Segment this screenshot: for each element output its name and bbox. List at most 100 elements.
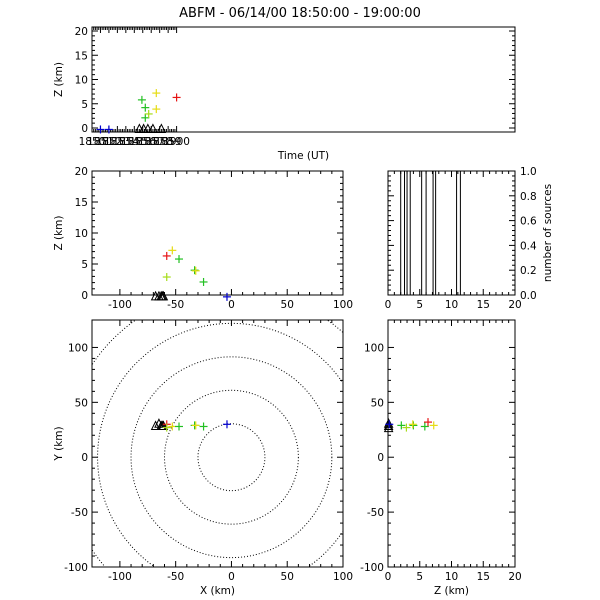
source-point — [162, 273, 171, 282]
source-point — [397, 421, 406, 430]
y-tick-label: -50 — [71, 507, 88, 519]
source-point — [402, 423, 411, 432]
x-tick-label: 20 — [508, 571, 521, 583]
x-tick-label: -100 — [108, 571, 132, 583]
x-tick-label: 1851 — [87, 136, 114, 148]
y-tick-label: 0.2 — [520, 265, 537, 277]
x-tick-label: 100 — [333, 299, 353, 311]
height-y-panel: 0 5 10 15 20 -100 -50 0 50 100 Z (km) — [360, 319, 522, 597]
x-tick-label: -50 — [167, 299, 184, 311]
source-point — [199, 277, 208, 286]
x-tick-label: 0 — [385, 571, 392, 583]
source-point — [199, 422, 208, 431]
source-point — [152, 105, 161, 114]
y-tick-label: 15 — [75, 197, 88, 209]
source-point — [137, 95, 146, 104]
source-point — [222, 420, 231, 429]
x-tick-label: 10 — [445, 299, 458, 311]
y-tick-label: 20 — [75, 26, 88, 38]
x-tick-label: 1856 — [129, 136, 156, 148]
source-point — [385, 420, 394, 429]
source-point — [141, 103, 150, 112]
source-point — [168, 422, 177, 431]
y-axis-label: Z (km) — [53, 62, 65, 97]
y-tick-label: 0 — [81, 290, 88, 302]
station-marker — [158, 290, 169, 301]
x-tick-label: -50 — [167, 571, 184, 583]
x-tick-label: 1854 — [112, 136, 139, 148]
source-point — [141, 113, 150, 122]
y-tick-label: 50 — [371, 397, 384, 409]
source-count-panel: 0 5 10 15 200.0 0.2 0.4 0.6 0.8 1.0 number of sour… — [385, 166, 554, 311]
y-tick-label: 0 — [377, 452, 384, 464]
y-tick-label: 5 — [81, 99, 88, 111]
source-point — [191, 421, 200, 430]
y-tick-label: 10 — [75, 228, 88, 240]
range-ring — [92, 320, 343, 567]
x-tick-label: 1857 — [138, 136, 165, 148]
source-point — [162, 251, 171, 260]
y-tick-label: -100 — [360, 562, 384, 574]
source-point — [190, 266, 199, 275]
range-ring — [164, 389, 299, 525]
y-tick-label: 20 — [75, 166, 88, 178]
range-ring — [197, 423, 266, 492]
x-tick-label: 1900 — [163, 136, 190, 148]
y-tick-label: 100 — [68, 342, 88, 354]
station-marker — [148, 123, 158, 133]
y-tick-label: 0 — [81, 123, 88, 135]
plan-view-panel: -100 -50 0 50 100 -100 -50 0 50 100 X (km) Y (km) — [53, 319, 353, 597]
x-axis-label: X (km) — [200, 585, 235, 597]
source-point — [191, 266, 200, 275]
source-point — [152, 89, 161, 98]
source-point — [429, 421, 438, 430]
station-marker — [150, 420, 161, 430]
y-tick-label: -50 — [367, 507, 384, 519]
source-count-series — [388, 170, 515, 296]
range-ring — [97, 322, 343, 567]
x-tick-label: -100 — [108, 299, 132, 311]
y-tick-label: 0.6 — [520, 216, 537, 228]
x-tick-label: 100 — [333, 571, 353, 583]
axes-frame — [91, 170, 344, 296]
source-point — [175, 422, 184, 431]
time-height-panel: 1850185118521853185418551856185718581859… — [53, 26, 516, 162]
x-tick-label: 0 — [228, 299, 235, 311]
y-tick-label: 100 — [364, 342, 384, 354]
station-marker — [143, 123, 153, 133]
station-marker — [383, 418, 394, 428]
figure-title: ABFM - 06/14/00 18:50:00 - 19:00:00 — [179, 6, 421, 21]
x-tick-label: 1850 — [79, 136, 106, 148]
x-tick-label: 0 — [385, 299, 392, 311]
y-tick-label: 5 — [81, 259, 88, 271]
axes-frame — [387, 319, 516, 568]
station-marker — [158, 420, 169, 430]
source-point — [175, 255, 184, 264]
source-point — [172, 93, 181, 102]
range-ring — [130, 356, 333, 559]
x-tick-label: 5 — [416, 571, 423, 583]
source-point — [424, 418, 433, 427]
x-tick-label: 1853 — [104, 136, 131, 148]
x-tick-label: 20 — [508, 299, 521, 311]
y-tick-label: 0.4 — [520, 240, 537, 252]
y-tick-label: 0.0 — [520, 290, 537, 302]
source-point — [168, 246, 177, 255]
source-point — [222, 292, 231, 301]
y-tick-label: -100 — [64, 562, 88, 574]
y-tick-label: 15 — [75, 50, 88, 62]
x-tick-label: 10 — [445, 571, 458, 583]
x-tick-label: 1859 — [155, 136, 182, 148]
x-height-panel: -100 -50 0 50 100 0 5 10 15 20 Z (km) — [53, 166, 353, 311]
x-tick-label: 5 — [416, 299, 423, 311]
y-tick-label: 10 — [75, 75, 88, 87]
x-axis-label: Time (UT) — [277, 150, 329, 162]
x-tick-label: 50 — [281, 299, 294, 311]
y-tick-label: 0.8 — [520, 191, 537, 203]
y-axis-label: Y (km) — [53, 426, 65, 461]
y-axis-label: Z (km) — [53, 215, 65, 250]
station-marker — [156, 123, 167, 133]
source-point — [162, 423, 171, 432]
source-point — [409, 421, 418, 430]
